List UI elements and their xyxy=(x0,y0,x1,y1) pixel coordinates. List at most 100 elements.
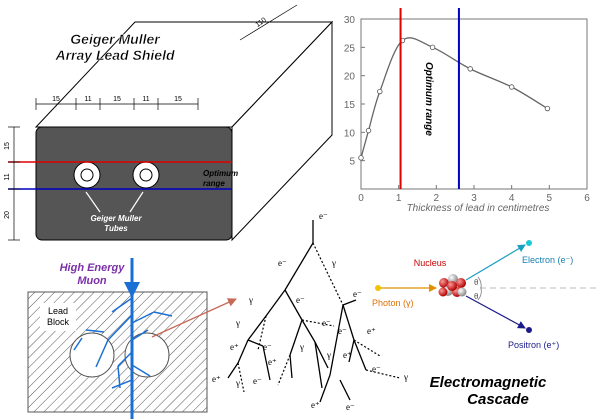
theta-arc-top xyxy=(477,276,482,289)
secondary-tracks xyxy=(73,297,173,389)
cascade-label-gamma-3: γ xyxy=(235,318,240,328)
cascade-label-e-5: e⁻ xyxy=(338,326,347,336)
cascade-label-e-3: e⁻ xyxy=(353,289,362,299)
lead-block-panel xyxy=(27,258,237,419)
dim-top-1: 15 xyxy=(52,96,60,103)
nucleus-icon xyxy=(438,274,467,297)
dim-top-3: 15 xyxy=(113,96,121,103)
chart-xlabel: Thickness of lead in centimetres xyxy=(407,203,550,214)
tube-arrow-left xyxy=(85,191,101,213)
chart-frame xyxy=(360,18,588,190)
cascade-label-gamma-7: γ xyxy=(403,372,408,382)
electron-arrow xyxy=(465,244,526,281)
zoom-arrow xyxy=(151,298,237,338)
lead-block-label-line2: Block xyxy=(47,317,70,327)
cascade-title-line1: Electromagnetic xyxy=(430,374,547,391)
chart-point-5 xyxy=(467,66,473,72)
cascade-label-gamma-2: γ xyxy=(248,295,253,305)
shield-optimum-line1: Optimum xyxy=(203,169,238,178)
cascade-label-gamma: γ xyxy=(331,258,336,268)
cascade-label-e-2: e⁻ xyxy=(296,295,305,305)
theta-label-bottom: θ xyxy=(474,292,479,301)
theta-label-top: θ xyxy=(474,278,479,287)
cascade-label-gamma-4: γ xyxy=(299,342,304,352)
chart-xtick-label-3: 3 xyxy=(471,193,477,204)
cascade-label-e-plus-2: e⁺ xyxy=(230,342,239,352)
chart-xtick-label-0: 0 xyxy=(358,193,364,204)
chart-ytick-label-3: 20 xyxy=(344,72,356,83)
positron-arrow xyxy=(465,295,526,329)
box-front-face xyxy=(35,126,233,241)
lead-block-label-line1: Lead xyxy=(48,306,68,316)
photon-dot xyxy=(375,285,381,291)
lead-shield-box xyxy=(8,20,334,242)
tube-arrow-right xyxy=(129,191,144,213)
muon-label-line1: High Energy xyxy=(60,262,126,274)
em-cascade: e⁻ e⁻ γ γ e⁻ e⁻ γ e⁻ e⁻ e⁺ e⁺ e⁻ γ γ e⁺ … xyxy=(212,211,408,412)
dim-left-2: 11 xyxy=(4,173,11,180)
chart-point-2 xyxy=(377,88,383,95)
gm-tube-left-inner xyxy=(80,168,94,182)
chart-ytick-label-2: 15 xyxy=(344,100,356,111)
positron-label: Positron (e⁺) xyxy=(508,340,559,350)
cascade-label-e-plus-6: e⁺ xyxy=(311,400,320,410)
chart-ytick-label-4: 25 xyxy=(344,43,356,54)
tubes-label-line2: Tubes xyxy=(104,224,128,233)
chart-point-6 xyxy=(508,84,515,90)
lead-block-label-bg xyxy=(40,303,76,331)
cascade-title-line2: Cascade xyxy=(467,391,529,408)
pair-production xyxy=(375,240,600,333)
tubes-label-line1: Geiger Muller xyxy=(90,214,142,223)
dim-left-1: 15 xyxy=(4,142,11,150)
cascade-label-e-plus-3: e⁺ xyxy=(343,350,352,360)
shield-optimum-line2: range xyxy=(203,179,225,188)
shield-title-line1: Geiger Muller xyxy=(70,31,161,47)
cascade-label-e-4: e⁻ xyxy=(322,318,331,328)
cascade-label-e-top: e⁻ xyxy=(319,211,328,221)
cascade-label-e-plus-5: e⁺ xyxy=(212,374,221,384)
cascade-label-e-6: e⁻ xyxy=(263,342,272,352)
nucleus-label: Nucleus xyxy=(414,258,447,268)
block-tube-left xyxy=(69,332,115,378)
cascade-label-e-7: e⁻ xyxy=(372,364,381,374)
theta-arc-bottom xyxy=(477,287,482,301)
electron-label: Electron (e⁻) xyxy=(522,255,573,265)
dim-top-2: 11 xyxy=(84,96,91,103)
chart-xtick-label-2: 2 xyxy=(434,193,440,204)
chart-series-line xyxy=(360,37,548,159)
block-tube-right xyxy=(124,332,170,378)
chart-xtick-label-6: 6 xyxy=(584,193,590,204)
muon-label-line2: Muon xyxy=(77,275,107,287)
chart-ytick-label-0: 5 xyxy=(349,157,355,168)
chart-xtick-label-1: 1 xyxy=(396,193,402,204)
cascade-label-e-plus: e⁺ xyxy=(367,326,376,336)
chart-point-7 xyxy=(544,105,551,112)
cascade-photon-tracks xyxy=(237,242,401,393)
cascade-label-e: e⁻ xyxy=(278,258,287,268)
photon-label: Photon (γ) xyxy=(372,298,414,308)
thickness-chart: 0 1 2 3 4 5 6 5 10 15 20 25 30 xyxy=(344,8,590,204)
cascade-label-e-8: e⁻ xyxy=(253,376,262,386)
muon-arrowhead xyxy=(124,282,140,298)
chart-xtick-label-4: 4 xyxy=(509,193,515,204)
cascade-label-gamma-6: γ xyxy=(235,378,240,388)
cascade-label-e-9: e⁻ xyxy=(346,402,355,412)
shield-title-line2: Array Lead Shield xyxy=(54,47,174,63)
gm-tube-right-inner xyxy=(139,168,153,182)
electron-dot xyxy=(526,240,532,246)
cascade-electron-tracks xyxy=(227,220,367,403)
dim-top-4: 11 xyxy=(142,96,149,103)
chart-ytick-label-5: 30 xyxy=(344,15,356,26)
chart-point-1 xyxy=(365,127,372,134)
dim-left-3: 20 xyxy=(4,211,11,219)
chart-point-4 xyxy=(429,44,436,51)
positron-dot xyxy=(526,327,532,333)
dim-top-5: 15 xyxy=(174,96,182,103)
chart-point-0 xyxy=(358,155,364,161)
chart-xtick-label-5: 5 xyxy=(547,193,553,204)
chart-annotation: Optimum range xyxy=(423,62,434,136)
chart-ytick-label-1: 10 xyxy=(344,128,356,139)
dimension-lines xyxy=(8,4,298,241)
